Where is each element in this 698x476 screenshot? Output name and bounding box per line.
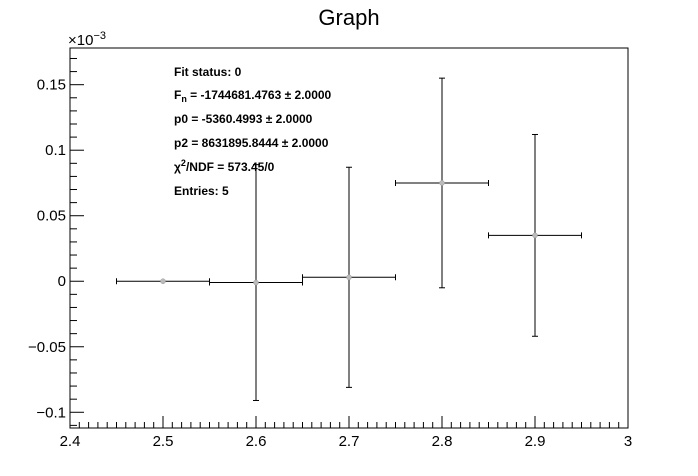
chart-title: Graph xyxy=(318,5,379,30)
x-tick-label: 2.4 xyxy=(60,433,81,450)
stats-box: Fit status: 0 Fn = -1744681.4763 ± 2.000… xyxy=(174,65,332,198)
y-tick-label: −0.05 xyxy=(28,339,66,356)
stat-fn-value: = -1744681.4763 ± 2.0000 xyxy=(187,88,332,102)
y-tick-label: −0.1 xyxy=(36,404,66,421)
y-exponent-base: ×10 xyxy=(68,32,93,49)
point-marker xyxy=(346,274,352,281)
data-point xyxy=(302,166,396,388)
data-point xyxy=(395,77,489,289)
stat-chi-prefix: χ xyxy=(174,160,181,174)
data-point xyxy=(488,133,582,337)
data-points xyxy=(116,77,582,401)
point-marker xyxy=(160,278,166,284)
stat-chi2: χ2/NDF = 573.45/0 xyxy=(174,158,275,174)
stat-chi-value: /NDF = 573.45/0 xyxy=(186,160,275,174)
stat-fn: Fn = -1744681.4763 ± 2.0000 xyxy=(174,88,332,104)
point-marker xyxy=(532,232,538,239)
x-tick-label: 3 xyxy=(624,433,632,450)
stat-p2: p2 = 8631895.8444 ± 2.0000 xyxy=(174,136,329,150)
y-tick-label: 0 xyxy=(58,273,66,290)
y-exponent-power: −3 xyxy=(93,30,106,42)
y-tick-label: 0.15 xyxy=(37,77,66,94)
x-tick-label: 2.7 xyxy=(339,433,360,450)
x-tick-label: 2.6 xyxy=(246,433,267,450)
stat-fit-status: Fit status: 0 xyxy=(174,65,242,79)
data-point xyxy=(116,278,210,285)
point-marker xyxy=(253,279,259,286)
y-tick-label: 0.1 xyxy=(45,142,66,159)
data-point xyxy=(209,164,303,401)
point-marker xyxy=(439,180,445,186)
x-tick-label: 2.9 xyxy=(525,433,546,450)
stat-fn-prefix: F xyxy=(174,88,181,102)
x-tick-label: 2.8 xyxy=(432,433,453,450)
axes: 2.4 2.5 2.6 2.7 2.8 2.9 3 −0.1 −0.05 0 0.05 0.1 0.15 xyxy=(28,57,632,450)
stat-fn-sub: n xyxy=(181,94,187,104)
stat-chi-sup: 2 xyxy=(181,158,186,168)
y-exponent-label: ×10−3 xyxy=(68,30,106,49)
stat-p0: p0 = -5360.4993 ± 2.0000 xyxy=(174,112,313,126)
x-tick-label: 2.5 xyxy=(153,433,174,450)
y-tick-label: 0.05 xyxy=(37,208,66,225)
stat-entries: Entries: 5 xyxy=(174,184,229,198)
